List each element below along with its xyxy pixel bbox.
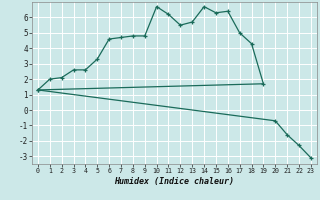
X-axis label: Humidex (Indice chaleur): Humidex (Indice chaleur) (115, 177, 234, 186)
